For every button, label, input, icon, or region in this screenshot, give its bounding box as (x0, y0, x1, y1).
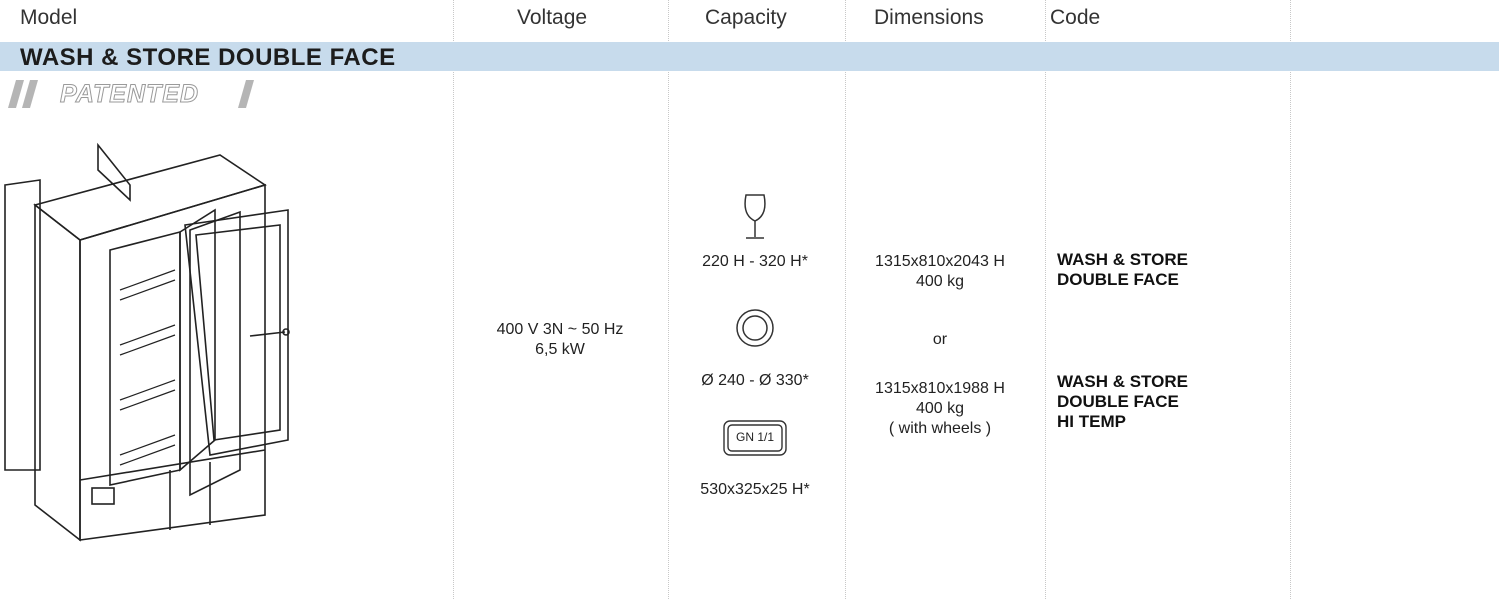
dimension-text: 1315x810x1988 H (875, 380, 1005, 397)
column-header: Dimensions (874, 6, 984, 29)
column-header: Capacity (705, 6, 787, 29)
dimension-text: 1315x810x2043 H (875, 253, 1005, 270)
model-code: WASH & STORE (1057, 250, 1188, 269)
product-illustration (4, 142, 290, 542)
dimension-text: ( with wheels ) (888, 420, 992, 437)
column-header: Code (1050, 6, 1101, 29)
capacity-text: Ø 240 - Ø 330* (701, 372, 809, 389)
capacity-text: 530x325x25 H* (700, 481, 810, 498)
model-code: DOUBLE FACE (1057, 270, 1179, 289)
tray-icon (723, 420, 787, 456)
section-title: WASH & STORE DOUBLE FACE (20, 44, 396, 71)
column-header: Voltage (517, 6, 588, 29)
section-bar (0, 42, 1499, 71)
column-header: Model (20, 6, 78, 29)
dimension-text: 400 kg (915, 400, 965, 417)
divider (845, 0, 846, 599)
divider (1290, 0, 1291, 599)
plate-icon (736, 309, 774, 347)
model-code: HI TEMP (1057, 412, 1126, 431)
badge-text: PATENTED (59, 80, 200, 109)
dimension-text: 400 kg (915, 273, 965, 290)
tray-icon-label: GN 1/1 (735, 430, 775, 444)
divider (453, 0, 454, 599)
voltage-text: 400 V 3N ~ 50 Hz (496, 321, 624, 338)
dimension-text: or (932, 331, 948, 348)
model-code: DOUBLE FACE (1057, 392, 1179, 411)
divider (1045, 0, 1046, 599)
voltage-text: 6,5 kW (535, 341, 585, 358)
glass-icon (744, 194, 766, 239)
capacity-text: 220 H - 320 H* (702, 253, 808, 270)
divider (668, 0, 669, 599)
badge-shape (8, 80, 254, 108)
model-code: WASH & STORE (1057, 372, 1188, 391)
